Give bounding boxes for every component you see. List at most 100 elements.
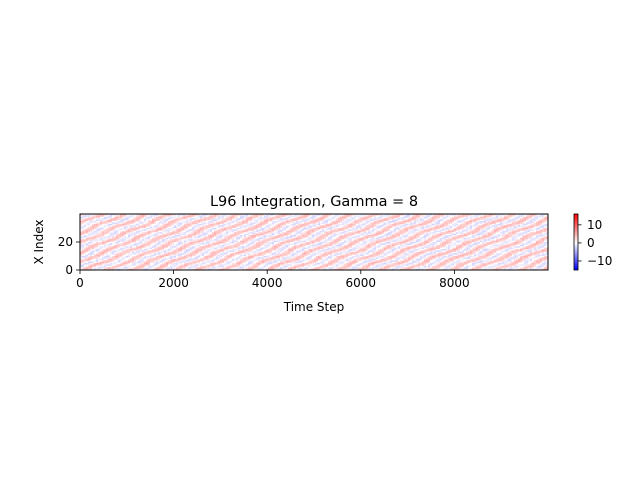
- heatmap-cell: [354, 251, 357, 254]
- heatmap-cell: [364, 233, 367, 236]
- heatmap-cell: [280, 233, 283, 236]
- heatmap-cell: [154, 242, 157, 244]
- heatmap-cell: [180, 243, 183, 245]
- heatmap-cell: [296, 214, 299, 216]
- heatmap-cell: [94, 260, 97, 262]
- heatmap-cell: [140, 254, 143, 257]
- heatmap-cell: [252, 247, 255, 250]
- heatmap-cell: [138, 246, 141, 248]
- heatmap-cell: [294, 260, 297, 262]
- heatmap-cell: [346, 228, 349, 230]
- heatmap-cell: [130, 225, 133, 227]
- heatmap-cell: [282, 247, 285, 250]
- heatmap-cell: [334, 232, 337, 234]
- heatmap-cell: [320, 236, 323, 238]
- heatmap-cell: [220, 242, 223, 244]
- heatmap-cell: [334, 250, 337, 252]
- heatmap-cell: [356, 268, 359, 271]
- heatmap-cell: [374, 221, 377, 223]
- heatmap-cell: [340, 223, 343, 226]
- heatmap-cell: [86, 222, 89, 224]
- heatmap-cell: [372, 264, 375, 266]
- heatmap-cell: [154, 219, 157, 222]
- heatmap-cell: [328, 249, 331, 251]
- heatmap-cell: [336, 268, 339, 271]
- heatmap-cell: [114, 223, 117, 226]
- heatmap-cell: [102, 242, 105, 244]
- heatmap-cell: [110, 235, 113, 237]
- heatmap-cell: [96, 237, 99, 240]
- heatmap-cell: [196, 243, 199, 245]
- heatmap-cell: [344, 236, 347, 238]
- heatmap-cell: [278, 253, 281, 255]
- heatmap-cell: [228, 223, 231, 226]
- heatmap-cell: [130, 232, 133, 234]
- heatmap-cell: [100, 242, 103, 244]
- heatmap-cell: [120, 235, 123, 237]
- heatmap-cell: [292, 253, 295, 255]
- heatmap-cell: [232, 229, 235, 231]
- heatmap-cell: [350, 242, 353, 244]
- heatmap-cell: [296, 265, 299, 268]
- heatmap-cell: [250, 225, 253, 227]
- heatmap-cell: [318, 247, 321, 250]
- heatmap-cell: [356, 230, 359, 233]
- heatmap-cell: [156, 237, 159, 240]
- heatmap-cell: [90, 236, 93, 238]
- heatmap-cell: [84, 242, 87, 244]
- heatmap-cell: [90, 265, 93, 268]
- heatmap-cell: [284, 251, 287, 254]
- heatmap-cell: [246, 225, 249, 227]
- heatmap-cell: [210, 267, 213, 269]
- heatmap-cell: [84, 267, 87, 269]
- heatmap-cell: [216, 221, 219, 223]
- heatmap-cell: [134, 261, 137, 264]
- heatmap-cell: [140, 247, 143, 250]
- heatmap-cell: [272, 256, 275, 258]
- heatmap-cell: [240, 228, 243, 230]
- heatmap-cell: [264, 263, 267, 265]
- heatmap-cell: [106, 253, 109, 255]
- heatmap-cell: [116, 235, 119, 237]
- heatmap-cell: [314, 257, 317, 259]
- heatmap-cell: [352, 221, 355, 223]
- heatmap-cell: [358, 232, 361, 234]
- heatmap-cell: [94, 228, 97, 230]
- heatmap-cell: [130, 235, 133, 237]
- heatmap-cell: [366, 226, 369, 229]
- heatmap-cell: [240, 260, 243, 262]
- heatmap-cell: [206, 251, 209, 254]
- heatmap-cell: [316, 249, 319, 251]
- heatmap-cell: [118, 261, 121, 264]
- heatmap-cell: [334, 214, 337, 216]
- heatmap-cell: [302, 243, 305, 245]
- heatmap-cell: [146, 258, 149, 261]
- heatmap-cell: [128, 233, 131, 236]
- heatmap-cell: [84, 223, 87, 226]
- heatmap-cell: [88, 246, 91, 248]
- heatmap-cell: [372, 243, 375, 245]
- heatmap-cell: [362, 214, 365, 216]
- heatmap-cell: [264, 240, 267, 243]
- heatmap-cell: [88, 247, 91, 250]
- heatmap-cell: [98, 232, 101, 234]
- heatmap-cell: [150, 221, 153, 223]
- heatmap-cell: [360, 251, 363, 254]
- heatmap-cell: [254, 216, 257, 219]
- heatmap-cell: [194, 221, 197, 223]
- heatmap-cell: [204, 247, 207, 250]
- heatmap-cell: [372, 261, 375, 264]
- heatmap-cell: [242, 223, 245, 226]
- heatmap-cell: [374, 258, 377, 261]
- heatmap-cell: [142, 267, 145, 269]
- heatmap-cell: [142, 222, 145, 224]
- heatmap-cell: [98, 247, 101, 250]
- heatmap-cell: [228, 215, 231, 217]
- heatmap-cell: [270, 261, 273, 264]
- heatmap-cell: [266, 219, 269, 222]
- heatmap-cell: [356, 235, 359, 237]
- heatmap-cell: [256, 239, 259, 241]
- heatmap-cell: [308, 233, 311, 236]
- heatmap-cell: [96, 219, 99, 222]
- heatmap-cell: [84, 226, 87, 229]
